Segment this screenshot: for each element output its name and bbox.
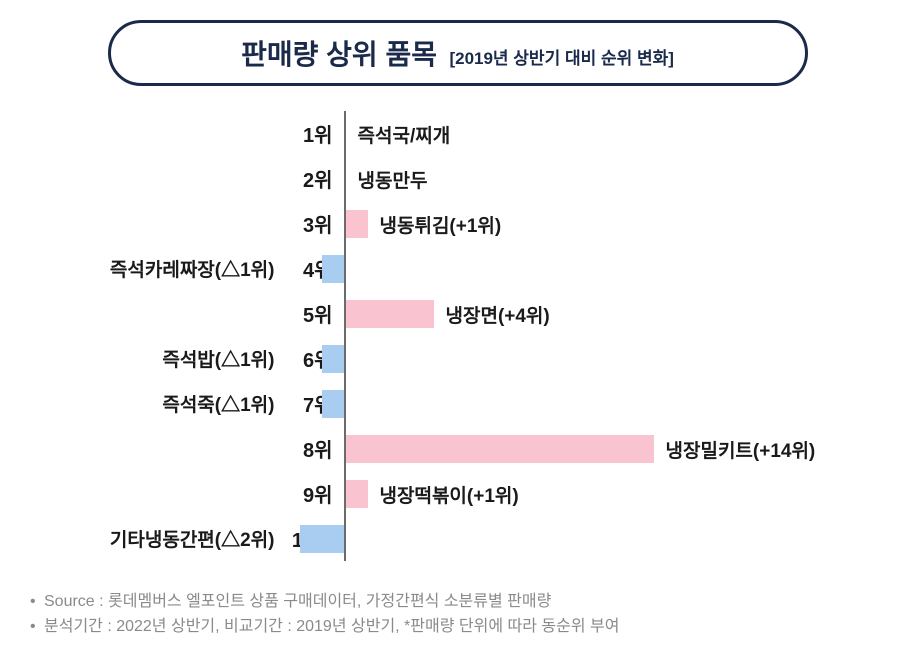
title-main: 판매량 상위 품목 xyxy=(241,39,437,70)
bar-down xyxy=(322,345,344,373)
footnote-line-1: •Source : 롯데멤버스 엘포인트 상품 구매데이터, 가정간편식 소분류… xyxy=(30,589,619,615)
chart-row: 2위 냉동만두 xyxy=(28,156,888,201)
ranking-chart: 1위즉석국/찌개2위냉동만두3위냉동튀김(+1위)4위즉석카레짜장(△1위)5위… xyxy=(28,111,888,561)
chart-row: 10위기타냉동간편(△2위) xyxy=(28,516,888,561)
bar-up xyxy=(346,435,654,463)
rank-label: 8위 xyxy=(278,434,333,463)
chart-row: 1위 즉석국/찌개 xyxy=(28,111,888,156)
chart-row: 5위 냉장면(+4위) xyxy=(28,291,888,336)
title-sub: [2019년 상반기 대비 순위 변화] xyxy=(449,49,673,68)
right-label: 냉장면(+4위) xyxy=(446,301,550,328)
rank-label: 5위 xyxy=(278,299,333,328)
rank-label: 1위 xyxy=(278,119,333,148)
bar-down xyxy=(300,525,344,553)
rank-label: 3위 xyxy=(278,209,333,238)
chart-row: 9위 냉장떡볶이(+1위) xyxy=(28,471,888,516)
rank-label: 9위 xyxy=(278,479,333,508)
bar-up xyxy=(346,300,434,328)
chart-row: 7위즉석죽(△1위) xyxy=(28,381,888,426)
footnote-line-2: •분석기간 : 2022년 상반기, 비교기간 : 2019년 상반기, *판매… xyxy=(30,614,619,640)
chart-row: 4위즉석카레짜장(△1위) xyxy=(28,246,888,291)
right-label: 즉석국/찌개 xyxy=(358,121,451,148)
right-label: 냉동튀김(+1위) xyxy=(380,211,502,238)
left-label: 즉석죽(△1위) xyxy=(162,390,274,417)
left-label: 즉석카레짜장(△1위) xyxy=(110,255,275,282)
chart-row: 8위 냉장밀키트(+14위) xyxy=(28,426,888,471)
right-label: 냉장밀키트(+14위) xyxy=(666,436,816,463)
chart-row: 6위즉석밥(△1위) xyxy=(28,336,888,381)
right-label: 냉동만두 xyxy=(358,166,428,193)
left-label: 기타냉동간편(△2위) xyxy=(110,525,275,552)
bar-down xyxy=(322,255,344,283)
rank-label: 2위 xyxy=(278,164,333,193)
right-label: 냉장떡볶이(+1위) xyxy=(380,481,519,508)
bar-up xyxy=(346,480,368,508)
title-box: 판매량 상위 품목 [2019년 상반기 대비 순위 변화] xyxy=(108,20,808,86)
bar-down xyxy=(322,390,344,418)
bar-up xyxy=(346,210,368,238)
left-label: 즉석밥(△1위) xyxy=(162,345,274,372)
chart-row: 3위 냉동튀김(+1위) xyxy=(28,201,888,246)
footnotes: •Source : 롯데멤버스 엘포인트 상품 구매데이터, 가정간편식 소분류… xyxy=(30,589,619,640)
